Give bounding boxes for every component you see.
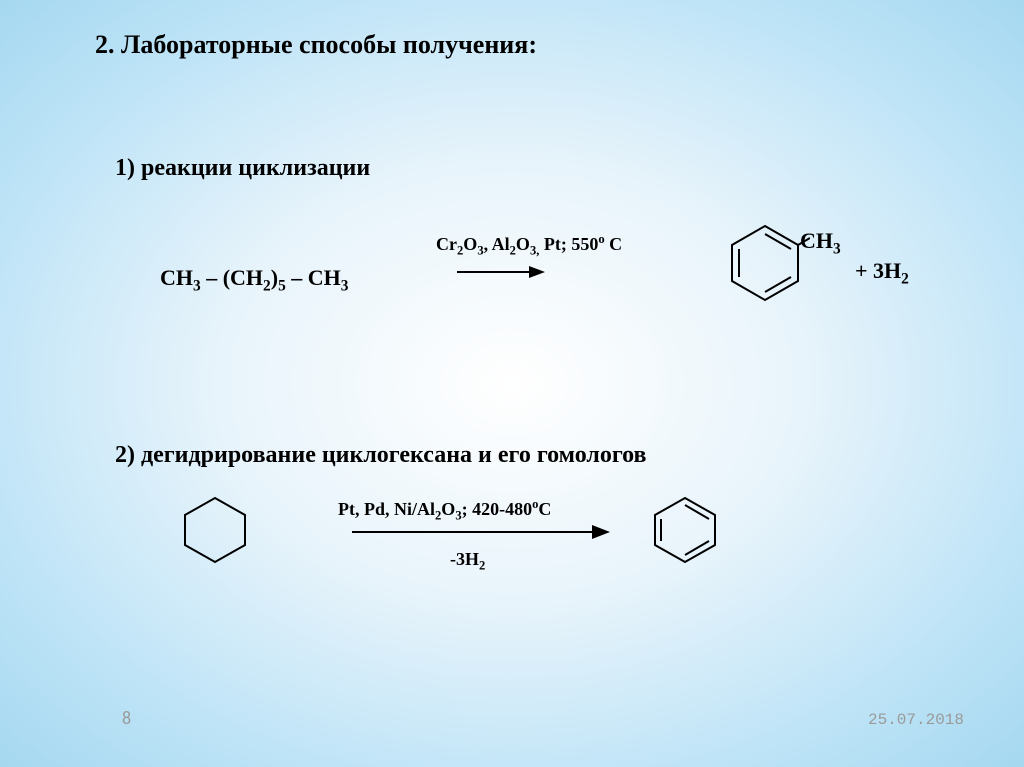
cyclohexane-structure-icon [175, 490, 255, 570]
r1-product-h2: + 3H2 [855, 258, 909, 288]
toluene-structure-icon [720, 218, 810, 308]
benzene-structure-icon [645, 490, 725, 570]
r2-arrow-icon [350, 522, 610, 542]
page-number: 8 [122, 707, 131, 729]
section-title: 2. Лабораторные способы получения: [95, 30, 537, 60]
r1-ch3-label: CH3 [800, 228, 841, 258]
r2-conditions: Pt, Pd, Ni/Al2O3; 420-480oC [338, 497, 551, 524]
subheading-2: 2) дегидрирование циклогексана и его гом… [115, 442, 647, 469]
r1-arrow-icon [455, 262, 545, 282]
subheading-1: 1) реакции циклизации [115, 155, 370, 182]
r1-conditions: Cr2O3, Al2O3, Pt; 550o C [436, 232, 622, 259]
r1-reactant: CH3 – (CH2)5 – CH3 [160, 265, 348, 295]
date-label: 25.07.2018 [868, 711, 964, 729]
r2-byproduct: -3H2 [450, 549, 485, 574]
